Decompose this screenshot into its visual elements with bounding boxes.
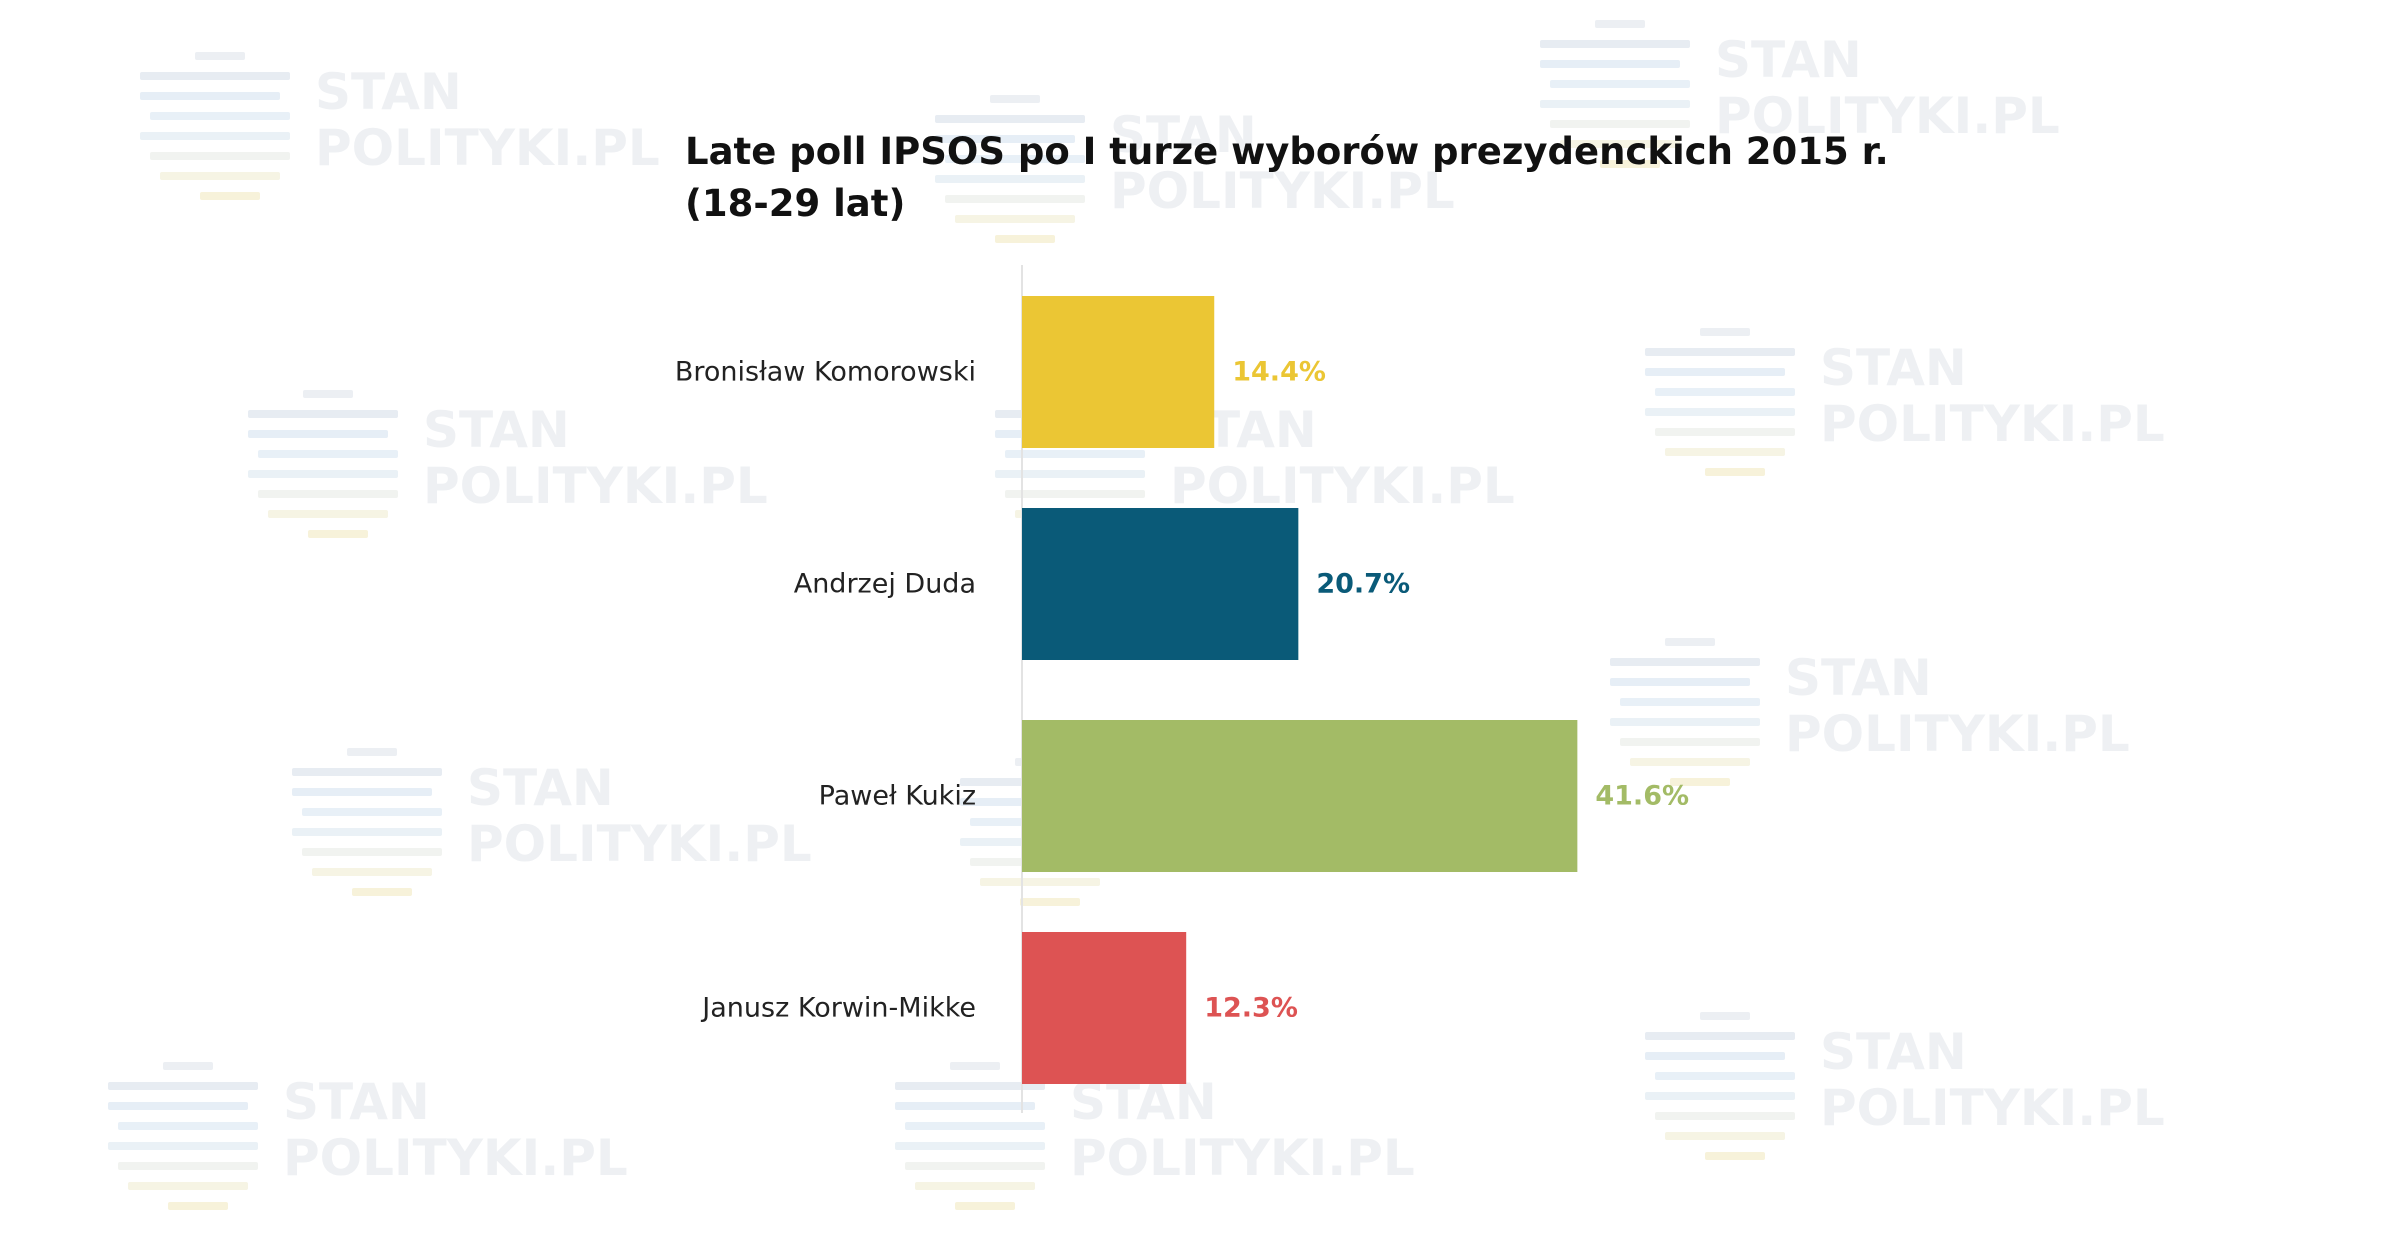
value-label-2: 20.7% [1316, 569, 1410, 600]
value-labels-group: 14.4% 20.7% 41.6% 12.3% [1204, 357, 1689, 1024]
value-label-4: 12.3% [1204, 993, 1298, 1024]
bar-4 [1022, 932, 1187, 1084]
category-label-3: Paweł Kukiz [819, 781, 976, 812]
category-labels-group: Bronisław Komorowski Andrzej Duda Paweł Ku… [675, 357, 976, 1024]
value-label-3: 41.6% [1595, 781, 1689, 812]
bars-group [1022, 296, 1578, 1084]
bar-1 [1022, 296, 1215, 448]
category-label-4: Janusz Korwin-Mikke [700, 993, 976, 1024]
bar-3 [1022, 720, 1578, 872]
chart-title: Late poll IPSOS po I turze wyborów prezy… [685, 130, 1889, 225]
bar-2 [1022, 508, 1299, 660]
category-label-2: Andrzej Duda [794, 569, 976, 600]
category-label-1: Bronisław Komorowski [675, 357, 976, 388]
value-label-1: 14.4% [1232, 357, 1326, 388]
